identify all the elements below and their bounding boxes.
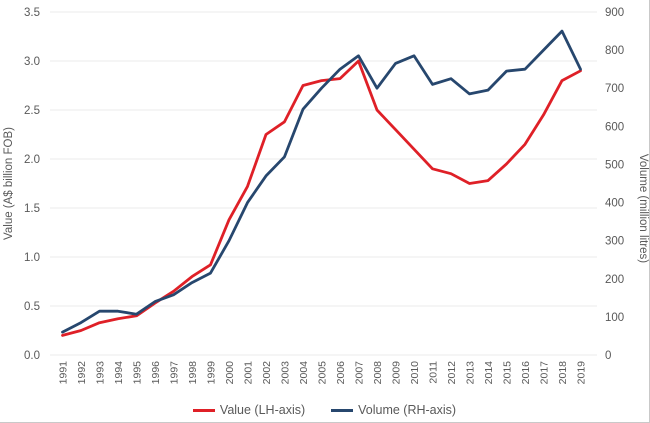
right-axis-tick-label: 0 <box>605 350 611 362</box>
x-axis-tick-label: 2000 <box>224 361 236 385</box>
left-axis-tick-label: 3.5 <box>24 7 40 19</box>
x-axis-tick-label: 1993 <box>95 361 107 385</box>
x-axis-tick-label: 2006 <box>335 361 347 385</box>
right-axis-tick-label: 400 <box>605 198 624 210</box>
right-axis-tick-label: 300 <box>605 236 624 248</box>
x-axis-tick-label: 2019 <box>576 361 588 385</box>
right-axis-tick-label: 800 <box>605 45 624 57</box>
x-axis-tick-label: 2003 <box>280 361 292 385</box>
x-axis-tick-label: 2001 <box>243 361 255 385</box>
x-axis-tick-label: 1998 <box>187 361 199 385</box>
x-axis-tick-label: 2004 <box>298 361 310 385</box>
x-axis-tick-label: 2015 <box>502 361 514 385</box>
left-axis-tick-label: 0.0 <box>24 350 40 362</box>
x-axis-tick-label: 1997 <box>169 361 181 385</box>
x-axis-tick-label: 2018 <box>557 361 569 385</box>
right-axis-tick-label: 100 <box>605 312 624 324</box>
chart-svg: 0.0 0.5 1.0 1.5 2.0 2.5 3.0 3.5 0 100 200 300 400 500… <box>3 7 649 385</box>
value-line <box>61 59 582 337</box>
x-axis-tick-label: 1994 <box>113 361 125 385</box>
chart-legend: Value (LH-axis) Volume (RH-axis) <box>0 403 649 417</box>
legend-item-value: Value (LH-axis) <box>192 403 306 417</box>
left-axis-tick-label: 1.0 <box>24 252 40 264</box>
left-axis-tick-label: 0.5 <box>24 301 40 313</box>
x-axis-tick-label: 1996 <box>150 361 162 385</box>
x-axis-tick-label: 2012 <box>446 361 458 385</box>
legend-label-volume: Volume (RH-axis) <box>358 403 457 417</box>
right-axis-tick-label: 700 <box>605 83 624 95</box>
chart-plot-area: 0.0 0.5 1.0 1.5 2.0 2.5 3.0 3.5 0 100 200 300 400 500… <box>3 7 649 385</box>
right-axis-title: Volume (million litres) <box>637 154 649 263</box>
x-axis-tick-label: 2014 <box>483 361 495 385</box>
x-axis-tick-label: 2017 <box>539 361 551 385</box>
left-axis-tick-label: 1.5 <box>24 203 40 215</box>
left-axis-tick-label: 2.5 <box>24 105 40 117</box>
right-axis-tick-label: 900 <box>605 7 624 19</box>
value-line-swatch <box>192 408 215 412</box>
volume-line-swatch <box>331 408 354 412</box>
x-axis-tick-label: 2009 <box>391 361 403 385</box>
x-axis-tick-label: 2008 <box>372 361 384 385</box>
x-axis-tick-label: 2011 <box>428 361 440 384</box>
x-axis-tick-label: 2016 <box>520 361 532 385</box>
right-axis-tick-label: 600 <box>605 121 624 133</box>
right-axis-tick-label: 200 <box>605 274 624 286</box>
x-axis-tick-label: 2005 <box>317 361 329 385</box>
left-axis-title: Value (A$ billion FOB) <box>3 127 15 240</box>
left-axis-tick-label: 3.0 <box>24 56 40 68</box>
x-axis-tick-label: 1995 <box>132 361 144 385</box>
right-axis-tick-label: 500 <box>605 159 624 171</box>
x-axis-tick-label: 1991 <box>58 361 70 385</box>
left-axis-tick-label: 2.0 <box>24 154 40 166</box>
x-axis-tick-label: 2013 <box>465 361 477 385</box>
legend-item-volume: Volume (RH-axis) <box>331 403 456 417</box>
x-axis-tick-label: 2007 <box>354 361 366 385</box>
volume-line <box>61 29 582 334</box>
x-axis-tick-label: 1999 <box>206 361 218 385</box>
legend-label-value: Value (LH-axis) <box>219 403 306 417</box>
x-axis-tick-label: 2010 <box>409 361 421 385</box>
x-axis-tick-label: 1992 <box>76 361 88 385</box>
x-axis-tick-label: 2002 <box>261 361 273 385</box>
